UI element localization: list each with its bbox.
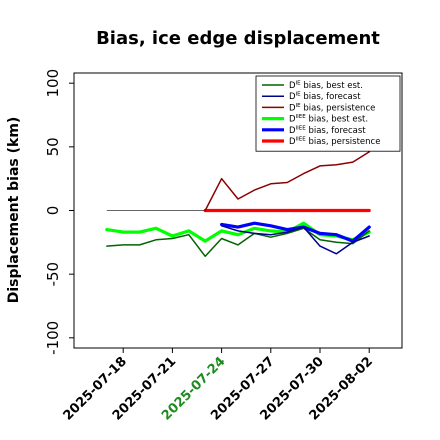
legend-box [255, 75, 401, 152]
y-tick-label: -50 [44, 262, 62, 287]
chart-title: Bias, ice edge displacement [96, 28, 380, 49]
y-tick-label: -100 [44, 321, 62, 355]
legend: DIE bias, best est.DIE bias, forecastDIE… [255, 75, 401, 152]
y-tick-label: 0 [44, 206, 62, 216]
legend-label: DIE bias, forecast [289, 92, 361, 103]
y-axis-label: Displacement bias (km) [6, 117, 22, 304]
series-line-2 [220, 225, 370, 255]
legend-label: DIE bias, best est. [289, 81, 363, 92]
legend-label: DIIEE bias, persistence [289, 137, 380, 148]
y-tick-label: 50 [44, 137, 62, 156]
legend-label: DIIEE bias, forecast [289, 125, 366, 136]
series-line-5 [220, 221, 371, 243]
series-line-3 [204, 151, 370, 212]
y-tick-label: 100 [44, 69, 62, 98]
legend-label: DIE bias, persistence [289, 103, 375, 114]
series-line-1 [106, 227, 370, 258]
legend-label: DIIEE bias, best est. [289, 114, 368, 125]
